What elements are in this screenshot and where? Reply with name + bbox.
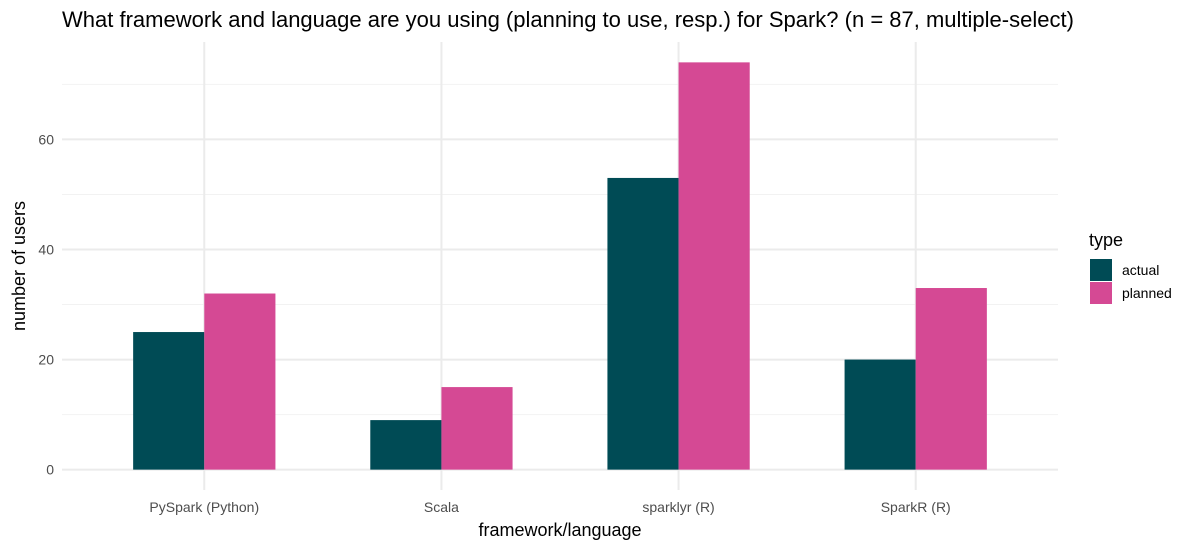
bars [133,62,987,470]
legend-label-actual: actual [1122,262,1159,278]
legend-label-planned: planned [1122,285,1172,301]
legend-swatch-planned [1090,282,1112,304]
bar-planned [678,62,750,470]
legend: type actual planned [1089,230,1172,304]
bar-planned [915,288,987,470]
x-tick-label: sparklyr (R) [642,499,714,515]
legend-swatch-actual [1090,259,1112,281]
y-tick-label: 0 [46,462,54,478]
y-ticks: 0 20 40 60 [38,131,54,477]
x-tick-label: PySpark (Python) [149,499,259,515]
y-tick-label: 40 [38,241,54,257]
x-axis-title: framework/language [478,520,641,540]
x-ticks: PySpark (Python) Scala sparklyr (R) SparkR … [149,499,950,515]
y-tick-label: 60 [38,131,54,147]
legend-title: type [1089,230,1123,250]
bar-actual [607,177,679,470]
bar-actual [133,332,205,470]
bar-planned [204,293,276,470]
bar-planned [441,387,513,470]
bar-actual [844,359,916,470]
x-tick-label: SparkR (R) [881,499,951,515]
chart-title: What framework and language are you usin… [62,7,1074,32]
x-tick-label: Scala [424,499,459,515]
y-tick-label: 20 [38,352,54,368]
y-axis-title: number of users [9,201,29,331]
bar-actual [370,420,442,470]
